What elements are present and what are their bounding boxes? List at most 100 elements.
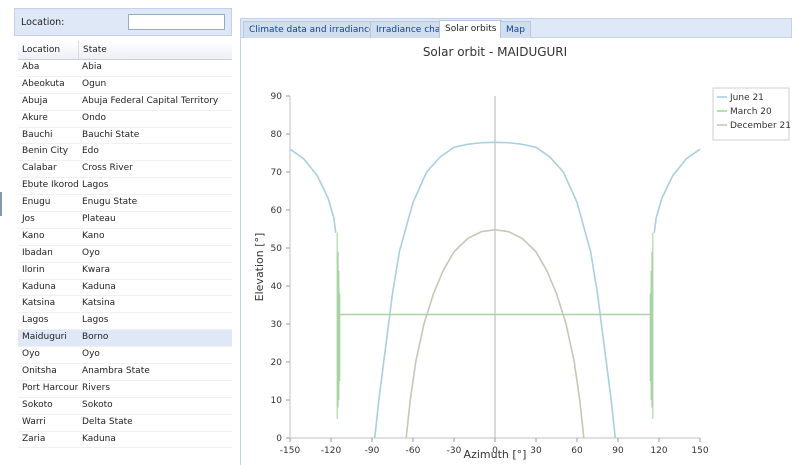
location-filter-bar: Location:: [14, 8, 232, 36]
y-tick-label: 0: [276, 434, 282, 444]
cell-location: Ilorin: [22, 264, 45, 275]
cell-state: Kano: [82, 230, 105, 241]
table-row[interactable]: Katsina Katsina: [18, 296, 232, 314]
chart-title: Solar orbit - MAIDUGURI: [423, 45, 567, 59]
table-row[interactable]: Akure Ondo: [18, 111, 232, 128]
table-header: Location State: [18, 41, 232, 60]
table-row[interactable]: Sokoto Sokoto: [18, 398, 232, 415]
table-row[interactable]: Jos Plateau: [18, 212, 232, 229]
x-tick-label: -150: [280, 446, 301, 456]
table-row[interactable]: Abeokuta Ogun: [18, 77, 232, 94]
table-row[interactable]: Abuja Abuja Federal Capital Territory: [18, 94, 232, 111]
cell-state: Bauchi State: [82, 129, 140, 140]
location-filter-input[interactable]: [128, 14, 225, 30]
cell-state: Anambra State: [82, 366, 150, 377]
cell-location: Ebute Ikorodu: [22, 180, 78, 191]
cell-state: Kaduna: [82, 281, 116, 292]
series-line: [289, 148, 337, 233]
table-row[interactable]: Ebute Ikorodu Lagos: [18, 178, 232, 196]
cell-state: Ogun: [82, 78, 107, 89]
x-tick-label: -30: [447, 446, 462, 456]
cell-location: Maiduguri: [22, 332, 67, 343]
cell-location: Oyo: [22, 349, 40, 360]
column-header-state[interactable]: State: [83, 45, 107, 55]
legend-entry: March 20: [730, 107, 772, 117]
table-row[interactable]: Maiduguri Borno: [18, 330, 232, 348]
table-row[interactable]: Aba Abia: [18, 60, 232, 77]
solar-orbit-chart: Solar orbit - MAIDUGURI -150 -120 -90 -60 -30…: [253, 45, 791, 461]
cell-state: Plateau: [82, 214, 116, 225]
chart-area: Solar orbit - MAIDUGURI -150 -120 -90 -60 -30…: [240, 38, 792, 465]
cell-state: Sokoto: [82, 399, 113, 410]
cell-state: Cross River: [82, 163, 133, 174]
cell-state: Oyo: [82, 349, 100, 360]
legend-entry: June 21: [729, 93, 764, 103]
table-row[interactable]: Oyo Oyo: [18, 347, 232, 365]
y-tick-label: 80: [271, 130, 283, 140]
cell-location: Lagos: [22, 315, 49, 326]
window-edge: [0, 192, 2, 216]
series-line: [653, 148, 701, 233]
y-tick-label: 40: [271, 282, 283, 292]
x-axis-label: Azimuth [°]: [464, 448, 527, 461]
cell-location: Onitsha: [22, 366, 57, 377]
table-row[interactable]: Enugu Enugu State: [18, 195, 232, 213]
x-tick-label: 0: [492, 446, 498, 456]
cell-state: Kwara: [82, 264, 110, 275]
table-row[interactable]: Bauchi Bauchi State: [18, 128, 232, 145]
cell-location: Abeokuta: [22, 78, 65, 89]
x-tick-label: 150: [691, 446, 708, 456]
main-panel: Climate data and irradiance Irradiance c…: [240, 18, 792, 465]
tab-map[interactable]: Map: [500, 21, 531, 38]
cell-state: Rivers: [82, 382, 111, 393]
series-line: [373, 141, 617, 439]
cell-state: Abuja Federal Capital Territory: [82, 95, 219, 106]
location-table: Location State Aba Abia Abeokuta Ogun Abuja A…: [18, 41, 232, 449]
cell-location: Ibadan: [22, 247, 53, 258]
table-row[interactable]: Onitsha Anambra State: [18, 364, 232, 381]
location-filter-label: Location:: [21, 17, 65, 28]
y-tick-label: 20: [271, 358, 283, 368]
y-tick-label: 50: [271, 244, 283, 254]
tab-bar: Climate data and irradiance Irradiance c…: [240, 18, 792, 39]
cell-location: Aba: [22, 62, 40, 72]
cell-location: Katsina: [22, 298, 56, 309]
cell-location: Zaria: [22, 433, 46, 444]
table-row[interactable]: Port Harcourt Rivers: [18, 381, 232, 398]
column-header-location[interactable]: Location: [18, 41, 79, 59]
cell-location: Bauchi: [22, 129, 53, 140]
y-tick-label: 60: [271, 206, 283, 216]
x-tick-label: 120: [650, 446, 667, 456]
table-row[interactable]: Ilorin Kwara: [18, 263, 232, 280]
cell-state: Katsina: [82, 298, 116, 309]
legend-entry: December 21: [730, 121, 791, 131]
cell-location: Kano: [22, 230, 45, 241]
y-tick-label: 90: [271, 92, 283, 102]
table-body: Aba Abia Abeokuta Ogun Abuja Abuja Federal Ca…: [18, 60, 232, 449]
x-tick-label: 60: [571, 446, 583, 456]
y-tick-label: 30: [271, 320, 283, 330]
table-row[interactable]: Warri Delta State: [18, 415, 232, 432]
table-row[interactable]: Ibadan Oyo: [18, 246, 232, 263]
cell-state: Kaduna: [82, 433, 116, 444]
series-line: [405, 228, 585, 439]
y-tick-label: 70: [271, 168, 283, 178]
cell-location: Jos: [22, 214, 35, 225]
cell-location: Benin City: [22, 146, 69, 157]
table-row[interactable]: Kaduna Kaduna: [18, 280, 232, 297]
cell-location: Sokoto: [22, 399, 53, 410]
cell-location: Akure: [22, 112, 48, 123]
cell-location: Kaduna: [22, 281, 56, 292]
cell-state: Enugu State: [82, 197, 138, 208]
cell-state: Lagos: [82, 315, 109, 326]
tab-solar-orbits[interactable]: Solar orbits: [439, 20, 503, 39]
table-row[interactable]: Lagos Lagos: [18, 313, 232, 331]
table-row[interactable]: Calabar Cross River: [18, 161, 232, 179]
table-row[interactable]: Benin City Edo: [18, 144, 232, 162]
tab-climate-data[interactable]: Climate data and irradiance: [243, 21, 381, 38]
cell-state: Oyo: [82, 247, 100, 258]
table-row[interactable]: Zaria Kaduna: [18, 432, 232, 449]
x-tick-label: -120: [321, 446, 342, 456]
x-tick-label: -90: [365, 446, 380, 456]
table-row[interactable]: Kano Kano: [18, 229, 232, 246]
